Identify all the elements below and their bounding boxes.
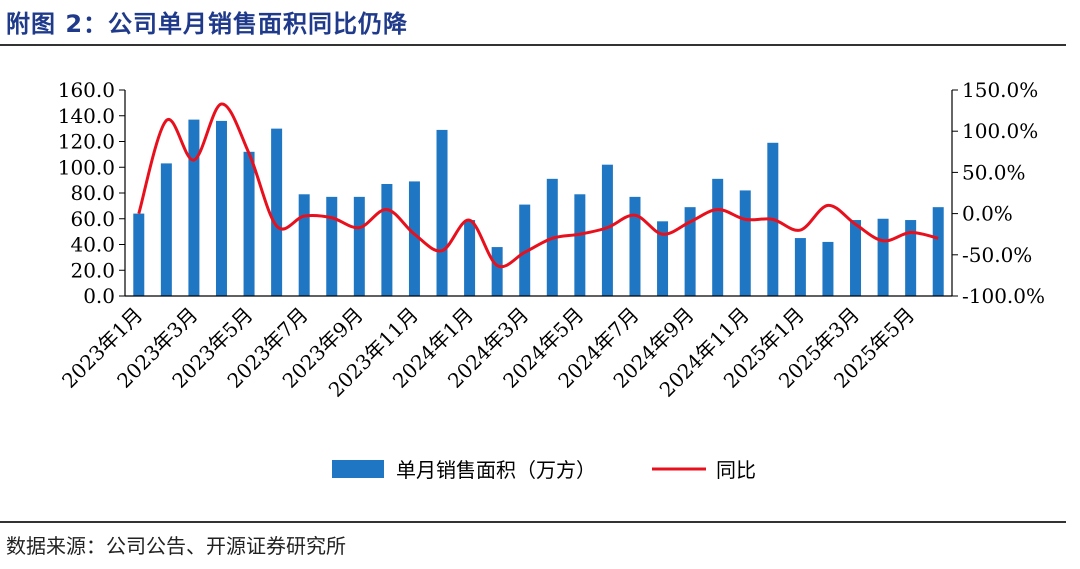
bar <box>794 238 806 296</box>
bar <box>932 207 944 296</box>
bar <box>712 178 724 296</box>
x-axis: 2023年1月2023年3月2023年5月2023年7月2023年9月2023年… <box>57 295 952 402</box>
bar <box>491 247 503 296</box>
page-title: 附图 2：公司单月销售面积同比仍降 <box>6 10 409 38</box>
title-divider <box>0 44 1066 46</box>
left-tick-label: 160.0 <box>58 78 115 102</box>
bar <box>243 151 255 296</box>
bar <box>215 120 227 297</box>
legend-bar-label: 单月销售面积（万方） <box>396 458 596 482</box>
legend: 单月销售面积（万方） 同比 <box>332 458 756 482</box>
left-tick-label: 20.0 <box>70 258 115 282</box>
bar <box>133 213 145 296</box>
bar <box>298 194 310 296</box>
bar <box>519 204 531 296</box>
left-tick-label: 40.0 <box>70 233 115 257</box>
bar <box>188 119 200 296</box>
bar <box>464 220 476 296</box>
bar <box>877 218 889 296</box>
bar <box>381 183 393 296</box>
left-tick-label: 60.0 <box>70 207 115 231</box>
right-tick-label: -100.0% <box>962 284 1045 308</box>
bar <box>436 129 448 296</box>
right-tick-label: 150.0% <box>962 78 1038 102</box>
legend-bar-swatch <box>332 460 384 478</box>
right-tick-label: 0.0% <box>962 202 1013 226</box>
bar <box>657 221 669 296</box>
left-tick-label: 100.0 <box>58 155 115 179</box>
bar <box>160 163 172 296</box>
bar <box>601 164 613 296</box>
source-note: 数据来源：公司公告、开源证券研究所 <box>6 534 346 558</box>
bar <box>353 196 365 296</box>
footer-divider <box>0 521 1066 523</box>
sales-area-chart: 0.020.040.060.080.0100.0120.0140.0160.0 … <box>57 78 1045 482</box>
bar <box>905 220 917 296</box>
bar <box>850 220 862 296</box>
bar <box>326 196 338 296</box>
bar <box>408 181 420 296</box>
bar <box>271 128 283 296</box>
right-tick-label: 100.0% <box>962 119 1038 143</box>
legend-line-label: 同比 <box>716 458 756 482</box>
right-tick-label: -50.0% <box>962 243 1032 267</box>
bar <box>822 241 834 296</box>
bar <box>629 196 641 296</box>
left-tick-label: 80.0 <box>70 181 115 205</box>
left-tick-label: 120.0 <box>58 130 115 154</box>
left-tick-label: 140.0 <box>58 104 115 128</box>
left-tick-label: 0.0 <box>83 284 115 308</box>
bar-series <box>133 119 944 297</box>
right-tick-label: 50.0% <box>962 160 1026 184</box>
bar <box>739 190 751 296</box>
yoy-line-series <box>137 102 939 269</box>
yoy-line <box>137 102 939 269</box>
right-y-axis: -100.0% -50.0% 0.0% 50.0% 100.0% 150.0% <box>951 78 1045 308</box>
bar <box>574 194 586 296</box>
bar <box>684 207 696 296</box>
